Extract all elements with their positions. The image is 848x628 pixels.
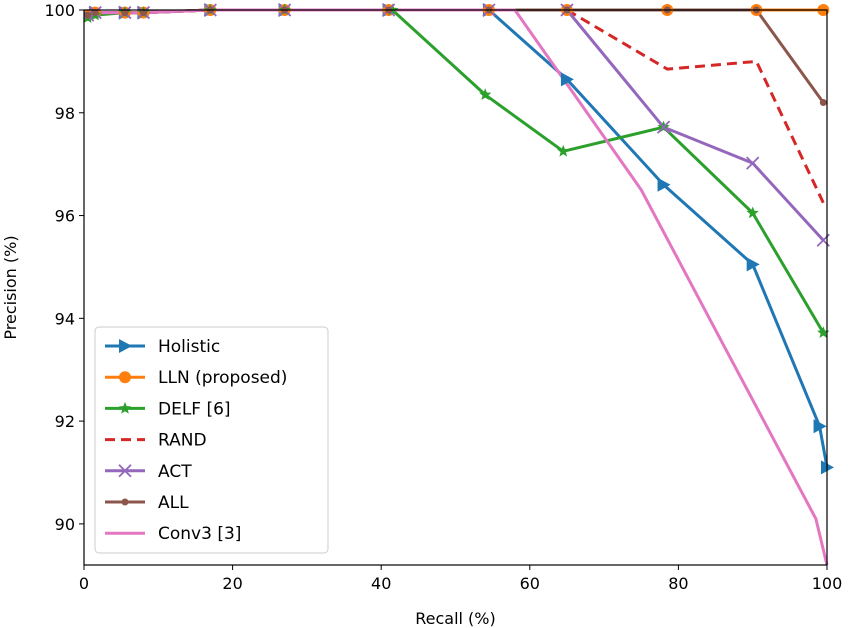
y-tick-label: 96: [55, 207, 75, 226]
legend-label-act: ACT: [158, 462, 192, 482]
x-tick-label: 80: [668, 574, 688, 593]
data-point-holistic: [746, 257, 760, 272]
legend-marker-holistic: [119, 339, 132, 353]
legend-marker-delf-6: [118, 401, 132, 414]
y-axis-label: Precision (%): [1, 235, 20, 339]
axes-frame: [83, 9, 828, 566]
legend-label-conv3-3: Conv3 [3]: [158, 524, 241, 544]
data-point-delf-6: [746, 206, 759, 219]
legend-label-rand: RAND: [158, 431, 207, 451]
data-point-delf-6: [817, 326, 830, 338]
data-point-delf-6: [479, 88, 492, 101]
data-point-all: [139, 9, 147, 17]
y-tick-label: 90: [55, 515, 75, 534]
data-point-delf-6: [386, 3, 399, 16]
x-tick-label: 60: [520, 574, 540, 593]
legend-box: [94, 326, 329, 554]
series-line-act: [87, 8, 825, 242]
data-point-all: [84, 11, 92, 19]
x-axis-label: Recall (%): [415, 609, 496, 628]
series-line-all: [87, 8, 825, 104]
legend-marker-all: [121, 498, 129, 506]
data-point-all: [91, 9, 99, 17]
y-tick-label: 100: [44, 1, 75, 20]
series-line-delf-6: [87, 8, 825, 334]
legend-label-holistic: Holistic: [158, 337, 220, 357]
data-point-all: [819, 99, 827, 106]
legend-label-lln-proposed: LLN (proposed): [158, 368, 287, 388]
x-axis-ticks: 0 20 40 60 80 100: [79, 565, 842, 593]
data-point-all: [121, 9, 129, 17]
data-point-holistic: [813, 419, 827, 434]
x-tick-label: 20: [222, 574, 242, 593]
legend-marker-lln-proposed: [119, 371, 131, 384]
legend-label-delf-6: DELF [6]: [158, 399, 231, 419]
data-point-act: [656, 120, 671, 134]
data-point-holistic: [657, 177, 671, 192]
y-axis-ticks: 90 92 94 96 98 100: [44, 1, 84, 534]
legend-label-all: ALL: [158, 493, 189, 513]
y-tick-label: 92: [55, 412, 75, 431]
y-tick-label: 94: [55, 309, 75, 328]
data-point-delf-6: [557, 144, 570, 157]
legend: Holistic LLN (proposed) DELF [6] RAND ACT ALL…: [94, 326, 329, 554]
y-tick-label: 98: [55, 104, 75, 123]
legend-marker-act: [118, 464, 132, 478]
x-tick-label: 100: [812, 574, 843, 593]
data-point-holistic: [560, 72, 574, 87]
data-point-act: [746, 156, 760, 170]
x-tick-label: 40: [371, 574, 391, 593]
x-tick-label: 0: [79, 574, 89, 593]
